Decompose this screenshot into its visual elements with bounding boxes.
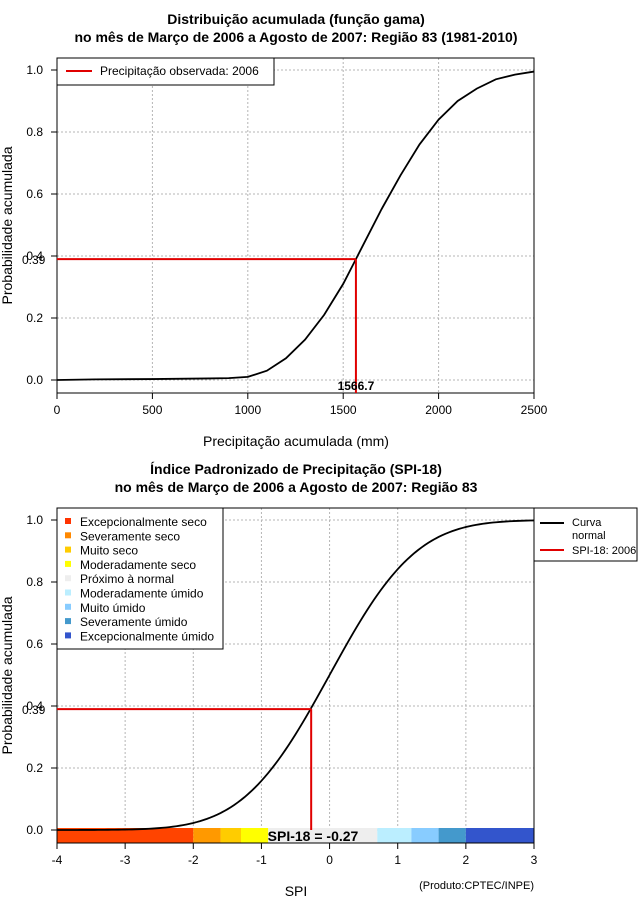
spi-color-segment	[268, 828, 378, 843]
x-axis-label: Precipitação acumulada (mm)	[203, 433, 389, 449]
legend-label-normal-1: Curva	[572, 517, 602, 529]
observed-y-value: 0.39	[22, 253, 46, 267]
category-legend-swatch	[65, 532, 71, 539]
chart-title-line-2: no mês de Março de 2006 a Agosto de 2007…	[115, 479, 478, 495]
category-legend-swatch	[65, 575, 71, 582]
legend-label-spi: SPI-18: 2006	[572, 545, 636, 557]
category-legend-label: Próximo à normal	[80, 572, 174, 586]
y-tick-label: 0.4	[26, 699, 43, 713]
category-legend-swatch	[65, 632, 71, 639]
y-tick-label: 0.2	[26, 311, 43, 325]
x-tick-label: 2500	[521, 403, 548, 417]
y-tick-label: 0.0	[26, 373, 43, 387]
spi-color-segment	[438, 828, 466, 843]
y-axis-label: Probabilidade acumulada	[0, 596, 15, 754]
category-legend-label: Severamente úmido	[80, 615, 188, 629]
plot-frame	[56, 57, 535, 394]
category-legend-label: Muito seco	[80, 544, 138, 558]
category-legend-box	[56, 507, 224, 650]
y-tick-label: 0.0	[26, 823, 43, 837]
category-legend-swatch	[65, 603, 71, 610]
y-tick-label: 0.6	[26, 637, 43, 651]
x-axis-label: SPI	[285, 883, 308, 899]
category-legend-label: Muito úmido	[80, 601, 146, 615]
line-legend-box	[533, 507, 638, 562]
chart-title-line-1: Distribuição acumulada (função gama)	[167, 11, 425, 27]
x-tick-label: 0	[54, 403, 61, 417]
y-tick-label: 0.4	[26, 249, 43, 263]
gamma-cdf-chart: Distribuição acumulada (função gama) no m…	[0, 11, 548, 449]
spi-color-segment	[220, 828, 241, 843]
plot-frame	[56, 507, 535, 844]
y-axis-label: Probabilidade acumulada	[0, 146, 15, 304]
legend-label-observed: Precipitação observada: 2006	[100, 64, 259, 78]
x-tick-label: 1500	[330, 403, 357, 417]
spi-chart: Índice Padronizado de Precipitação (SPI-…	[0, 461, 638, 899]
spi-color-segment	[377, 828, 412, 843]
x-tick-label: -4	[52, 853, 63, 867]
cdf-curve	[56, 70, 535, 381]
category-legend-swatch	[65, 518, 71, 524]
spi-color-segment	[465, 828, 534, 843]
category-legend-label: Moderadamente úmido	[80, 587, 204, 601]
normal-curve	[56, 519, 535, 831]
category-legend-label: Moderadamente seco	[80, 558, 196, 572]
y-tick-label: 0.8	[26, 575, 43, 589]
y-tick-label: 1.0	[26, 63, 43, 77]
observed-y-value: 0.39	[22, 703, 46, 717]
y-tick-label: 0.6	[26, 187, 43, 201]
x-tick-label: 3	[531, 853, 538, 867]
spi-color-segment	[193, 828, 221, 843]
category-legend-label: Severamente seco	[80, 529, 180, 543]
x-tick-label: 1	[394, 853, 401, 867]
x-tick-label: 500	[142, 403, 162, 417]
x-tick-label: 1000	[234, 403, 261, 417]
x-tick-label: -1	[256, 853, 267, 867]
y-tick-label: 0.2	[26, 761, 43, 775]
credit-label: (Produto:CPTEC/INPE)	[419, 880, 534, 892]
x-tick-label: 2000	[425, 403, 452, 417]
legend-box	[56, 57, 275, 86]
category-legend-swatch	[65, 618, 71, 625]
spi-value-label: SPI-18 = -0.27	[268, 828, 359, 844]
legend-label-normal-2: normal	[572, 530, 606, 542]
y-tick-label: 1.0	[26, 513, 43, 527]
chart-title-line-2: no mês de Março de 2006 a Agosto de 2007…	[74, 29, 517, 45]
category-legend-swatch	[65, 546, 71, 553]
x-tick-label: -3	[120, 853, 131, 867]
category-legend-swatch	[65, 560, 71, 567]
category-legend-swatch	[65, 589, 71, 596]
category-legend-label: Excepcionalmente seco	[80, 515, 207, 529]
x-tick-label: -2	[188, 853, 199, 867]
x-tick-label: 0	[326, 853, 333, 867]
spi-color-segment	[240, 828, 269, 843]
y-tick-label: 0.8	[26, 125, 43, 139]
x-tick-label: 2	[463, 853, 470, 867]
spi-color-segment	[411, 828, 439, 843]
spi-color-segment	[57, 828, 194, 843]
observed-x-value: 1566.7	[338, 379, 375, 393]
category-legend-label: Excepcionalmente úmido	[80, 629, 214, 643]
chart-title-line-1: Índice Padronizado de Precipitação (SPI-…	[150, 461, 442, 477]
